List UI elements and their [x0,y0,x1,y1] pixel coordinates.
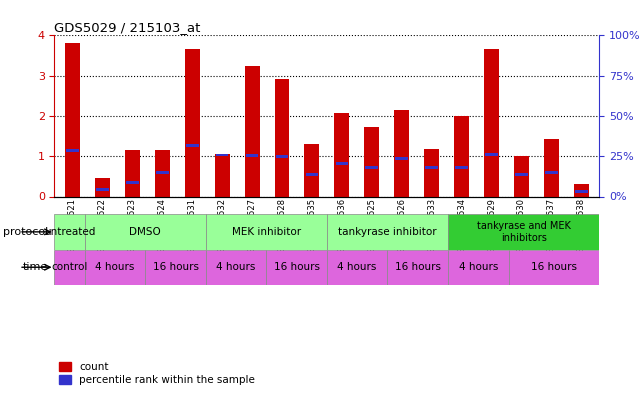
Bar [448,214,599,250]
Bar [394,110,409,196]
Bar [544,139,559,196]
Bar [146,250,206,285]
Bar [54,214,85,250]
Bar [206,214,327,250]
Text: 4 hours: 4 hours [338,262,377,272]
Bar [306,173,319,176]
Bar [267,250,327,285]
Bar [454,116,469,196]
Text: time: time [23,262,48,272]
Bar [365,166,378,169]
Bar [575,190,588,193]
Bar [206,250,267,285]
Text: protocol: protocol [3,227,48,237]
Bar [335,113,349,196]
Bar [246,154,258,157]
Text: DMSO: DMSO [129,227,161,237]
Bar [515,173,528,176]
Bar [364,127,379,196]
Bar [245,66,260,196]
Bar [185,50,200,196]
Text: tankyrase inhibitor: tankyrase inhibitor [338,227,437,237]
Bar [215,154,229,196]
Text: 16 hours: 16 hours [274,262,320,272]
Bar [387,250,448,285]
Bar [327,214,448,250]
Bar [274,79,290,196]
Bar [154,150,170,196]
Bar [65,44,80,196]
Bar [126,181,138,184]
Bar [514,156,529,196]
Bar [545,171,558,174]
Text: GDS5029 / 215103_at: GDS5029 / 215103_at [54,21,201,34]
Bar [335,162,348,165]
Bar [66,149,79,152]
Text: 16 hours: 16 hours [153,262,199,272]
Text: untreated: untreated [44,227,96,237]
Text: 16 hours: 16 hours [395,262,441,272]
Text: MEK inhibitor: MEK inhibitor [232,227,301,237]
Bar [448,250,508,285]
Bar [304,144,319,196]
Bar [455,166,468,169]
Bar [95,178,110,196]
Bar [484,50,499,196]
Bar [508,250,599,285]
Bar [96,188,109,191]
Bar [186,144,199,147]
Text: 4 hours: 4 hours [458,262,498,272]
Text: 4 hours: 4 hours [217,262,256,272]
Bar [426,166,438,169]
Bar [85,214,206,250]
Bar [424,149,439,196]
Text: control: control [51,262,88,272]
Bar [54,250,85,285]
Bar [485,153,498,156]
Bar [574,184,589,196]
Text: 4 hours: 4 hours [96,262,135,272]
Text: 16 hours: 16 hours [531,262,577,272]
Bar [276,155,288,158]
Legend: count, percentile rank within the sample: count, percentile rank within the sample [54,358,260,389]
Bar [156,171,169,174]
Bar [327,250,387,285]
Bar [85,250,146,285]
Bar [395,157,408,160]
Bar [125,150,140,196]
Bar [216,154,228,156]
Text: tankyrase and MEK
inhibitors: tankyrase and MEK inhibitors [477,221,570,242]
